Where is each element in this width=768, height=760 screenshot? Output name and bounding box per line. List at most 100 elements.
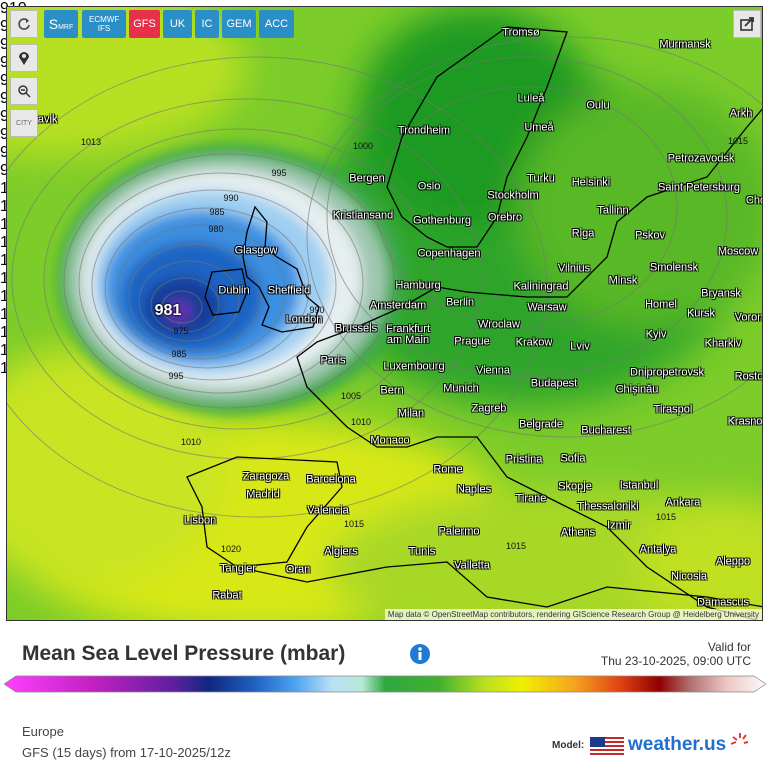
model-name: GFS xyxy=(133,17,156,30)
isobar-label: 990 xyxy=(223,193,239,203)
city-label: Frankfurt am Main xyxy=(385,323,430,346)
city-label: Tangier xyxy=(219,562,257,575)
city-label: Zaragoza xyxy=(242,470,290,483)
isobar-label: 975 xyxy=(173,326,189,336)
city-label: Rosto xyxy=(734,370,763,383)
city-label: Arkh xyxy=(729,107,753,120)
city-label: Kaliningrad xyxy=(513,280,569,293)
city-label: Rabat xyxy=(212,589,242,602)
isobar-label: 980 xyxy=(208,224,224,234)
city-label: Naples xyxy=(456,483,492,496)
isobar-label: 1015 xyxy=(343,519,365,529)
city-label: Antalya xyxy=(639,543,677,556)
isobar-label: 1010 xyxy=(180,437,202,447)
city-label: Valencia xyxy=(307,504,349,517)
city-label: Ankara xyxy=(665,496,701,509)
city-label: Copenhagen xyxy=(417,247,481,260)
brand: weather.us xyxy=(628,734,727,755)
region: Europe xyxy=(22,724,64,739)
city-label: Sofia xyxy=(560,452,586,465)
city-label: Dublin xyxy=(218,284,250,297)
city-label: Paris xyxy=(320,354,346,367)
city-label: Bryansk xyxy=(701,287,741,300)
city-label: Valletta xyxy=(454,559,490,572)
model-name: ECMWF IFS xyxy=(89,15,120,33)
city-label: Kyiv xyxy=(645,328,667,341)
city-label: Barcelona xyxy=(306,473,356,486)
share-button[interactable] xyxy=(733,10,761,38)
city-label: Athens xyxy=(560,526,596,539)
city-label: Prague xyxy=(454,335,490,348)
model-button[interactable]: ECMWF IFS xyxy=(82,10,126,38)
city-label: Wroclaw xyxy=(478,318,520,331)
city-label: Palermo xyxy=(438,525,480,538)
location-button[interactable] xyxy=(10,44,38,72)
isobar-label: 1015 xyxy=(655,512,677,522)
city-label: Madrid xyxy=(246,488,280,501)
model-name: S xyxy=(48,15,59,32)
city-label: Budapest xyxy=(530,377,578,390)
city-label: Kharkiv xyxy=(704,337,742,350)
city-label: Oslo xyxy=(417,180,441,193)
city-label: Krasno xyxy=(727,415,763,428)
isobar-label: 1005 xyxy=(340,391,362,401)
city-label: Krakow xyxy=(515,336,553,349)
city-label: Tallinn xyxy=(597,204,629,217)
run-info: GFS (15 days) from 17-10-2025/12z xyxy=(22,745,231,760)
city-label: Glasgow xyxy=(234,244,278,257)
city-label: Orebro xyxy=(487,211,523,224)
city-label: Monaco xyxy=(370,434,410,447)
city-label: Belgrade xyxy=(518,418,564,431)
city-label: Milan xyxy=(397,407,425,420)
flag-icon xyxy=(590,737,624,757)
model-button[interactable]: IC xyxy=(195,10,219,38)
color-scale xyxy=(4,675,766,693)
model-button[interactable]: ACC xyxy=(259,10,294,38)
model-name: ACC xyxy=(264,17,289,30)
model-name: GEM xyxy=(226,17,252,30)
city-label: Munich xyxy=(443,382,479,395)
isobar-label: 1010 xyxy=(350,417,372,427)
isobar-label: 985 xyxy=(209,207,225,217)
city-label: Amsterdam xyxy=(369,299,427,312)
city-label: Damascus xyxy=(697,596,749,609)
city-label: Algiers xyxy=(324,545,358,558)
isobar-label: 1013 xyxy=(80,137,102,147)
city-label: Oulu xyxy=(586,99,610,112)
city-label: Lviv xyxy=(570,340,590,353)
zoom-button[interactable] xyxy=(10,77,38,105)
city-label: Moscow xyxy=(717,245,759,258)
city-label: Tromsø xyxy=(502,26,540,39)
city-label: Trondheim xyxy=(397,124,451,137)
city-label: Dnipropetrovsk xyxy=(630,366,704,379)
city-label: Aleppo xyxy=(715,555,751,568)
city-label: Cho xyxy=(745,194,762,207)
city-label: Istanbul xyxy=(619,479,659,492)
city-label: Kristiansand xyxy=(332,209,394,222)
model-button[interactable]: S MRF xyxy=(44,10,78,38)
refresh-button[interactable] xyxy=(10,10,38,38)
city-label: Murmansk xyxy=(659,38,711,51)
city-button[interactable]: CITY xyxy=(10,109,38,137)
city-label: Rome xyxy=(433,463,463,476)
city-label: Luxembourg xyxy=(383,360,445,373)
city-label: Bergen xyxy=(349,172,385,185)
city-label: Bucharest xyxy=(581,424,631,437)
model-button[interactable]: GEM xyxy=(222,10,256,38)
isobar-label: 1000 xyxy=(352,141,374,151)
isobar-label: 1020 xyxy=(220,544,242,554)
model-button[interactable]: UK xyxy=(163,10,192,38)
city-label: Thessaloniki xyxy=(577,500,639,513)
city-label: Petrozavodsk xyxy=(667,152,735,165)
city-label: Turku xyxy=(527,172,555,185)
model-button[interactable]: GFS xyxy=(129,10,160,38)
city-label: Oran xyxy=(285,563,311,576)
city-label: Minsk xyxy=(608,274,638,287)
isobar-label: 985 xyxy=(171,349,187,359)
city-label: Sheffield xyxy=(267,284,311,297)
city-label: Pskov xyxy=(635,229,665,242)
map[interactable]: Tromsø Murmansk ykjavik Luleå Oulu Arkh Umeå Tr… xyxy=(6,6,763,621)
isobar-label: 1015 xyxy=(505,541,527,551)
info-icon[interactable] xyxy=(409,643,431,665)
